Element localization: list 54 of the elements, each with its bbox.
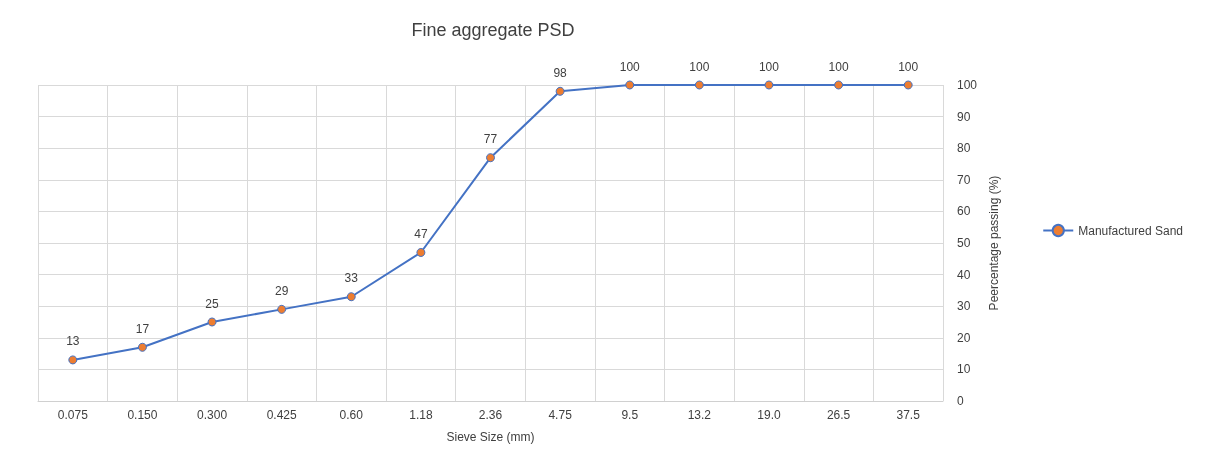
data-label: 98 [553, 65, 568, 80]
x-tick-label: 1.18 [409, 408, 433, 422]
data-label: 33 [344, 271, 359, 286]
x-tick-label: 0.075 [57, 408, 89, 422]
point [694, 80, 704, 90]
y-tick-label: 90 [957, 109, 971, 124]
y-tick-label: 10 [957, 362, 971, 377]
x-tick-label: 0.425 [266, 408, 297, 422]
data-label: 29 [274, 283, 289, 298]
y-tick-label: 0 [957, 394, 964, 408]
point [764, 80, 774, 90]
x-tick-label: 0.60 [339, 408, 364, 422]
point [68, 355, 78, 365]
x-tick-label: 37.5 [896, 408, 921, 422]
data-label: 77 [483, 132, 498, 147]
data-label: 100 [689, 59, 710, 74]
point [207, 317, 217, 327]
x-tick-label: 0.150 [127, 408, 158, 422]
data-label: 47 [414, 226, 428, 241]
y-tick-label: 80 [957, 141, 971, 156]
x-tick-label: 13.2 [687, 408, 712, 422]
x-tick-label: 26.5 [826, 408, 851, 422]
x-axis-title: Sieve Size (mm) [446, 430, 535, 444]
point [346, 292, 356, 302]
data-label: 100 [898, 59, 919, 74]
x-tick-label: 4.75 [548, 408, 573, 422]
point [137, 342, 147, 352]
data-label: 100 [758, 59, 780, 74]
data-label: 13 [66, 334, 80, 349]
y-tick-label: 40 [957, 267, 971, 282]
data-label: 100 [828, 59, 849, 74]
chart-title: Fine aggregate PSD [411, 20, 575, 40]
data-label: 100 [619, 59, 641, 74]
y-tick-label: 60 [957, 204, 971, 219]
point [903, 80, 913, 90]
data-label: 25 [205, 296, 220, 311]
x-tick-label: 0.300 [197, 408, 228, 422]
x-tick-label: 19.0 [757, 408, 781, 422]
y-tick-label: 100 [957, 78, 978, 92]
point [555, 86, 565, 96]
y-tick-label: 70 [957, 172, 971, 187]
data-label: 17 [135, 321, 150, 336]
x-tick-label: 9.5 [621, 408, 639, 422]
point [486, 153, 495, 163]
legend-label: Manufactured Sand [1078, 223, 1184, 238]
point [834, 80, 844, 90]
y-tick-label: 50 [957, 236, 971, 250]
y-tick-label: 30 [957, 299, 971, 314]
point [416, 247, 426, 257]
y-tick-label: 20 [957, 330, 971, 345]
y-axis-title: Peercentage passing (%) [986, 175, 1001, 311]
x-tick-label: 2.36 [478, 408, 503, 422]
point [625, 80, 635, 90]
point [277, 304, 287, 314]
